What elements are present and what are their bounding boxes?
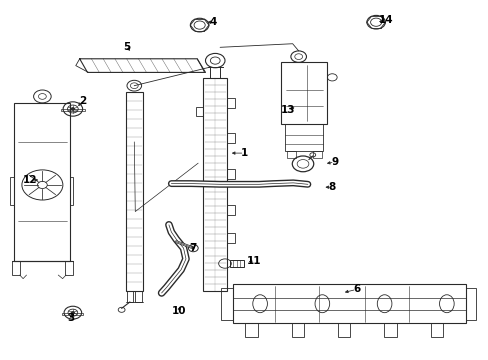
Text: 7: 7 xyxy=(189,243,197,253)
Text: 2: 2 xyxy=(79,96,86,106)
Text: 12: 12 xyxy=(22,175,37,185)
Text: 4: 4 xyxy=(209,17,216,27)
Text: 13: 13 xyxy=(281,105,295,115)
Text: 5: 5 xyxy=(122,42,130,52)
Text: 10: 10 xyxy=(171,306,185,316)
Text: 14: 14 xyxy=(378,15,392,26)
Circle shape xyxy=(71,108,75,111)
Text: 3: 3 xyxy=(68,313,75,323)
Text: 1: 1 xyxy=(241,148,247,158)
Text: 8: 8 xyxy=(328,182,335,192)
Circle shape xyxy=(71,311,75,314)
Circle shape xyxy=(188,244,198,252)
Text: 9: 9 xyxy=(330,157,338,167)
Text: 6: 6 xyxy=(352,284,360,294)
Text: 11: 11 xyxy=(246,256,261,266)
